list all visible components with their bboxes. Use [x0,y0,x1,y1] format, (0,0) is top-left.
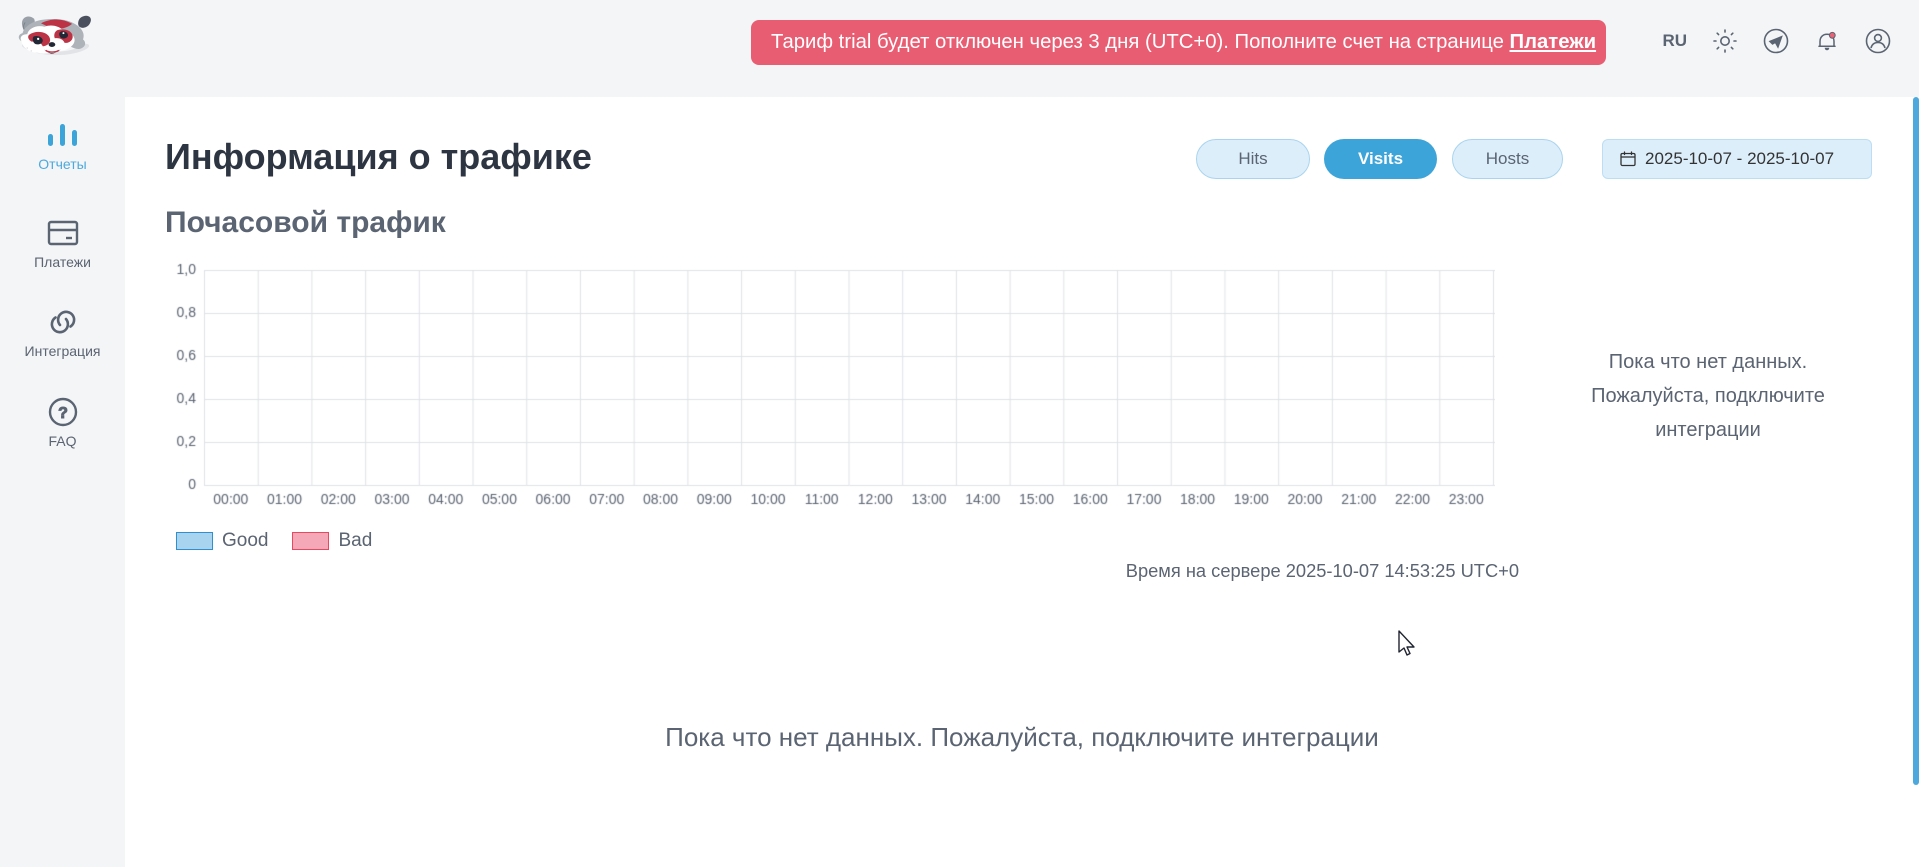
svg-text:?: ? [58,405,68,422]
